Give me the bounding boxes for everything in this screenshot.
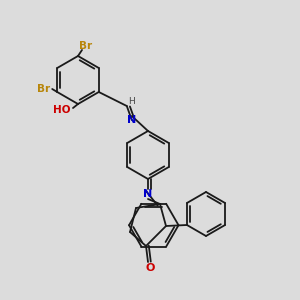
Text: N: N [143,189,153,199]
Text: HO: HO [53,105,71,115]
Text: Br: Br [80,41,93,51]
Text: N: N [127,115,136,125]
Text: O: O [145,263,155,273]
Text: Br: Br [37,84,50,94]
Text: H: H [128,97,135,106]
